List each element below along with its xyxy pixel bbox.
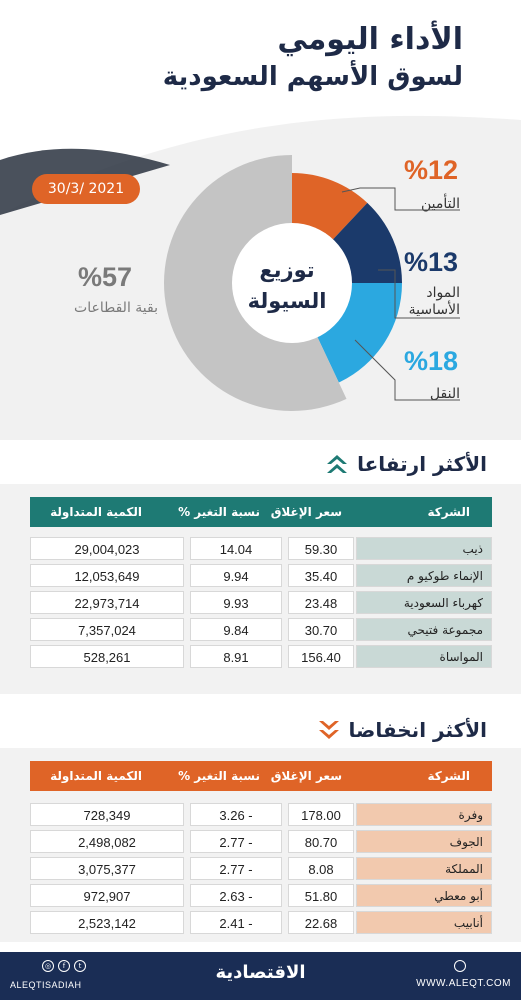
segment-materials-label-2: الأساسية [408, 302, 460, 318]
volume-cell: 22,973,714 [30, 591, 184, 614]
volume-cell: 972,907 [30, 884, 184, 907]
close-cell: 22.68 [288, 911, 354, 934]
donut-slice-materials [331, 202, 402, 283]
volume-cell: 3,075,377 [30, 857, 184, 880]
company-cell: مجموعة فتيحي [356, 618, 492, 641]
volume-cell: 2,498,082 [30, 830, 184, 853]
losers-title-text: الأكثر انخفاضا [348, 718, 487, 742]
header-change: نسبة التغير % [178, 769, 260, 783]
close-cell: 30.70 [288, 618, 354, 641]
donut-slice-transport [316, 283, 402, 383]
volume-cell: 7,357,024 [30, 618, 184, 641]
table-row: 528,261 8.91 156.40 المواساة [30, 645, 492, 668]
segment-others-label: بقية القطاعات [74, 300, 158, 316]
gainers-section-title: الأكثر ارتفاعا [325, 452, 487, 476]
volume-cell: 728,349 [30, 803, 184, 826]
company-cell: كهرباء السعودية [356, 591, 492, 614]
table-row: 22,973,714 9.93 23.48 كهرباء السعودية [30, 591, 492, 614]
segment-connector-lines [341, 187, 460, 401]
twitter-icon[interactable]: t [74, 960, 86, 972]
brand-logo: الاقتصادية [215, 962, 306, 983]
close-cell: 80.70 [288, 830, 354, 853]
company-cell: المواساة [356, 645, 492, 668]
donut-center-line1: توزيع [259, 258, 315, 282]
instagram-icon[interactable]: ◎ [42, 960, 54, 972]
social-handle: ALEQTISADIAH [10, 980, 82, 990]
globe-icon [454, 960, 466, 972]
header-close: سعر الإغلاق [270, 769, 342, 783]
volume-cell: 2,523,142 [30, 911, 184, 934]
close-cell: 156.40 [288, 645, 354, 668]
website-link[interactable]: WWW.ALEQT.COM [416, 978, 511, 989]
company-cell: وفرة [356, 803, 492, 826]
company-cell: الإنماء طوكيو م [356, 564, 492, 587]
close-cell: 59.30 [288, 537, 354, 560]
gainers-table-header: الشركة سعر الإغلاق نسبة التغير % الكمية … [30, 497, 492, 527]
segment-materials-pct: %13 [404, 247, 459, 277]
company-cell: المملكة [356, 857, 492, 880]
date-badge: 30/3/ 2021 [32, 174, 140, 204]
close-cell: 51.80 [288, 884, 354, 907]
volume-cell: 12,053,649 [30, 564, 184, 587]
segment-insurance-pct: %12 [404, 155, 459, 185]
change-cell: 9.84 [190, 618, 282, 641]
change-cell: 8.91 [190, 645, 282, 668]
header-change: نسبة التغير % [178, 505, 260, 519]
table-row: 7,357,024 9.84 30.70 مجموعة فتيحي [30, 618, 492, 641]
change-cell: 3.26 - [190, 803, 282, 826]
company-cell: أنابيب [356, 911, 492, 934]
change-cell: 9.94 [190, 564, 282, 587]
change-cell: 2.77 - [190, 830, 282, 853]
close-cell: 23.48 [288, 591, 354, 614]
double-arrow-up-icon [327, 455, 348, 473]
table-row: 3,075,377 2.77 - 8.08 المملكة [30, 857, 492, 880]
header-volume: الكمية المتداولة [50, 505, 142, 519]
table-row: 728,349 3.26 - 178.00 وفرة [30, 803, 492, 826]
change-cell: 2.63 - [190, 884, 282, 907]
company-cell: أبو معطي [356, 884, 492, 907]
change-cell: 2.41 - [190, 911, 282, 934]
table-row: 2,498,082 2.77 - 80.70 الجوف [30, 830, 492, 853]
donut-center-hole [232, 223, 352, 343]
gainers-title-text: الأكثر ارتفاعا [357, 452, 487, 476]
change-cell: 2.77 - [190, 857, 282, 880]
segment-materials-label-1: المواد [426, 285, 460, 301]
close-cell: 35.40 [288, 564, 354, 587]
page-title: الأداء اليومي [277, 22, 463, 57]
header-close: سعر الإغلاق [270, 505, 342, 519]
liquidity-donut-chart [164, 155, 402, 411]
company-cell: ذيب [356, 537, 492, 560]
footer-bar: ◎ f t ALEQTISADIAH الاقتصادية WWW.ALEQT.… [0, 952, 521, 1000]
table-row: 2,523,142 2.41 - 22.68 أنابيب [30, 911, 492, 934]
header-company: الشركة [427, 505, 470, 519]
table-row: 29,004,023 14.04 59.30 ذيب [30, 537, 492, 560]
page-subtitle: لسوق الأسهم السعودية [162, 62, 463, 92]
close-cell: 8.08 [288, 857, 354, 880]
segment-transport-pct: %18 [404, 346, 459, 376]
table-row: 12,053,649 9.94 35.40 الإنماء طوكيو م [30, 564, 492, 587]
social-icons: ◎ f t [42, 960, 86, 972]
table-row: 972,907 2.63 - 51.80 أبو معطي [30, 884, 492, 907]
facebook-icon[interactable]: f [58, 960, 70, 972]
donut-slice-insurance [292, 173, 368, 241]
volume-cell: 29,004,023 [30, 537, 184, 560]
losers-table-header: الشركة سعر الإغلاق نسبة التغير % الكمية … [30, 761, 492, 791]
change-cell: 14.04 [190, 537, 282, 560]
segment-insurance-label: التأمين [420, 196, 460, 212]
double-arrow-down-icon [318, 721, 339, 739]
change-cell: 9.93 [190, 591, 282, 614]
volume-cell: 528,261 [30, 645, 184, 668]
segment-others-pct: %57 [78, 262, 133, 292]
segment-transport-label: النقل [429, 386, 460, 402]
close-cell: 178.00 [288, 803, 354, 826]
donut-center-label: توزيع السيولة [232, 255, 342, 317]
header-company: الشركة [427, 769, 470, 783]
header-volume: الكمية المتداولة [50, 769, 142, 783]
company-cell: الجوف [356, 830, 492, 853]
donut-center-line2: السيولة [247, 289, 327, 313]
losers-section-title: الأكثر انخفاضا [317, 718, 487, 742]
